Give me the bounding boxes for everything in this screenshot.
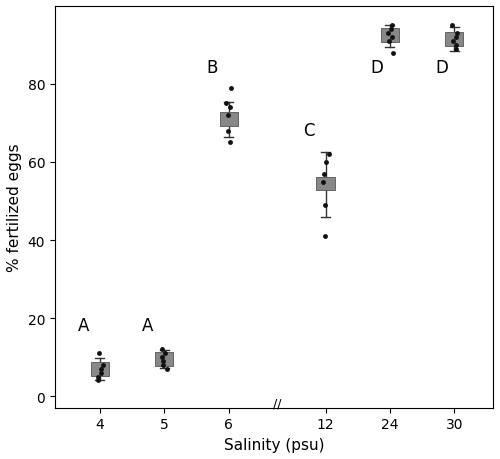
FancyBboxPatch shape bbox=[91, 362, 109, 376]
FancyBboxPatch shape bbox=[316, 177, 334, 191]
Text: B: B bbox=[206, 59, 218, 77]
Text: D: D bbox=[435, 59, 448, 77]
X-axis label: Salinity (psu): Salinity (psu) bbox=[224, 437, 324, 452]
Text: A: A bbox=[78, 316, 89, 334]
Text: D: D bbox=[370, 59, 384, 77]
FancyBboxPatch shape bbox=[156, 353, 174, 366]
Y-axis label: % fertilized eggs: % fertilized eggs bbox=[7, 143, 22, 272]
FancyBboxPatch shape bbox=[446, 33, 464, 47]
Text: C: C bbox=[303, 121, 314, 139]
Text: //: // bbox=[273, 397, 281, 410]
Text: A: A bbox=[142, 316, 153, 334]
FancyBboxPatch shape bbox=[220, 113, 238, 127]
FancyBboxPatch shape bbox=[381, 29, 399, 43]
